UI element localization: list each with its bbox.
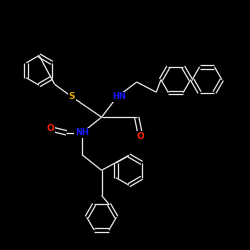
Text: HN: HN (112, 92, 126, 102)
Text: O: O (47, 124, 55, 134)
Text: S: S (68, 92, 75, 102)
Text: NH: NH (75, 128, 89, 137)
Text: O: O (137, 132, 144, 141)
